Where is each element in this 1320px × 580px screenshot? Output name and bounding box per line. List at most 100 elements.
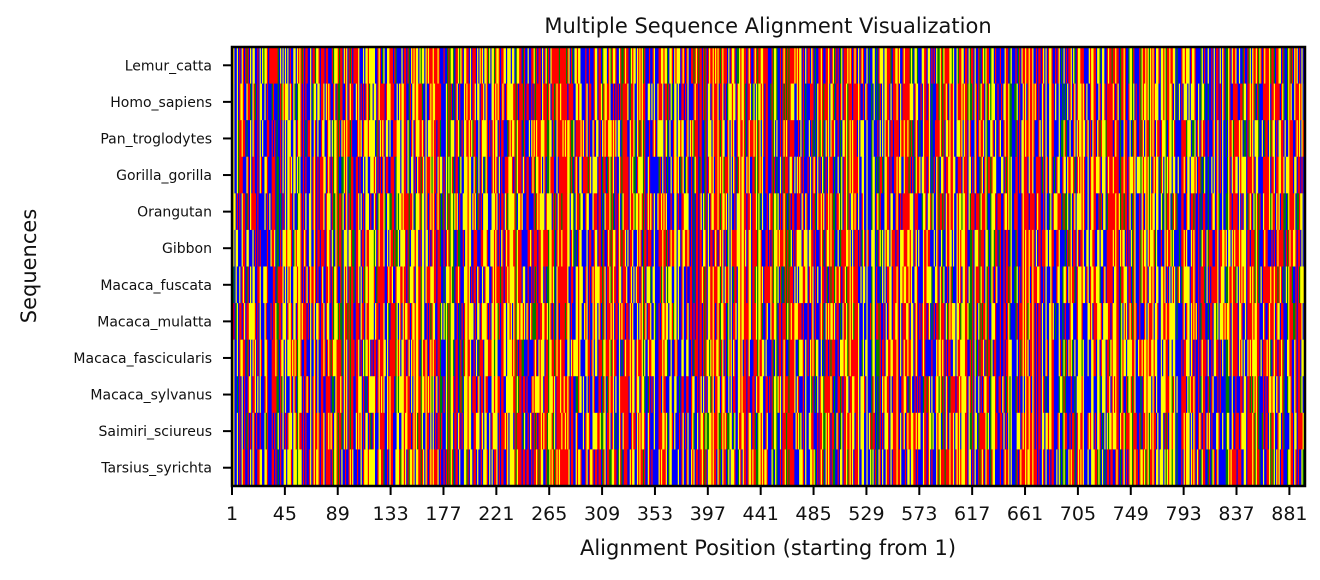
alignment-cell (594, 229, 598, 267)
alignment-cell (362, 83, 365, 121)
alignment-cell (938, 156, 941, 194)
alignment-cell (527, 47, 530, 84)
alignment-cell (718, 303, 721, 341)
alignment-cell (455, 47, 459, 84)
alignment-cell (922, 193, 926, 231)
alignment-cell (259, 47, 262, 84)
alignment-cell (1022, 193, 1025, 231)
alignment-cell (886, 156, 890, 194)
alignment-cell (1068, 229, 1070, 267)
alignment-cell (1193, 266, 1195, 304)
alignment-cell (1133, 193, 1135, 231)
alignment-cell (511, 120, 515, 158)
alignment-cell (927, 303, 930, 341)
alignment-cell (884, 47, 888, 84)
alignment-cell (487, 156, 492, 194)
alignment-cell (588, 303, 591, 341)
alignment-cell (900, 229, 905, 267)
alignment-cell (537, 229, 539, 267)
alignment-cell (1134, 229, 1136, 267)
alignment-cell (520, 193, 522, 231)
alignment-cell (1268, 83, 1271, 121)
alignment-cell (731, 47, 735, 84)
alignment-cell (462, 229, 465, 267)
alignment-cell (1240, 156, 1242, 194)
alignment-cell (367, 47, 370, 84)
alignment-cell (1199, 266, 1201, 304)
alignment-cell (531, 229, 533, 267)
alignment-cell (519, 47, 522, 84)
alignment-cell (445, 266, 450, 304)
alignment-cell (1176, 83, 1178, 121)
alignment-cell (1195, 193, 1199, 231)
alignment-cell (554, 83, 556, 121)
alignment-cell (1100, 193, 1103, 231)
alignment-cell (668, 229, 670, 267)
alignment-cell (1112, 83, 1115, 121)
alignment-cell (1154, 266, 1157, 304)
alignment-cell (1010, 266, 1013, 304)
alignment-cell (393, 229, 395, 267)
alignment-cell (287, 47, 289, 84)
alignment-cell (1278, 47, 1282, 84)
alignment-cell (1238, 120, 1241, 158)
alignment-cell (639, 47, 641, 84)
alignment-cell (1053, 303, 1056, 341)
alignment-cell (329, 229, 331, 267)
alignment-cell (436, 120, 438, 158)
alignment-cell (901, 120, 905, 158)
alignment-cell (736, 229, 741, 267)
alignment-cell (849, 303, 852, 341)
alignment-cell (1213, 83, 1216, 121)
alignment-cell (723, 83, 725, 121)
alignment-cell (614, 156, 616, 194)
alignment-cell (1213, 156, 1216, 194)
alignment-cell (1241, 156, 1247, 194)
alignment-cell (1070, 83, 1073, 121)
alignment-cell (831, 47, 834, 84)
alignment-cell (552, 266, 555, 304)
alignment-cell (396, 303, 399, 341)
alignment-cell (600, 156, 603, 194)
alignment-cell (926, 156, 929, 194)
alignment-cell (635, 193, 639, 231)
alignment-cell (602, 47, 604, 84)
alignment-cell (754, 266, 757, 304)
alignment-cell (1135, 83, 1138, 121)
alignment-cell (976, 83, 979, 121)
alignment-cell (288, 266, 291, 304)
alignment-cell (942, 83, 944, 121)
alignment-cell (933, 47, 936, 84)
alignment-cell (543, 229, 549, 267)
alignment-cell (478, 47, 480, 84)
alignment-cell (773, 47, 777, 84)
alignment-cell (306, 193, 310, 231)
alignment-cell (918, 120, 920, 158)
alignment-cell (1282, 266, 1284, 304)
alignment-cell (715, 156, 718, 194)
alignment-cell (592, 120, 595, 158)
alignment-cell (1062, 193, 1064, 231)
alignment-cell (468, 229, 472, 267)
alignment-cell (1277, 120, 1279, 158)
alignment-cell (429, 303, 431, 341)
alignment-cell (521, 193, 524, 231)
alignment-cell (1302, 120, 1305, 158)
alignment-cell (936, 193, 938, 231)
alignment-cell (767, 47, 772, 84)
alignment-cell (815, 156, 818, 194)
alignment-cell (695, 156, 699, 194)
alignment-cell (516, 303, 520, 341)
alignment-cell (276, 266, 279, 304)
alignment-cell (1141, 266, 1144, 304)
alignment-cell (641, 47, 644, 84)
alignment-cell (1181, 156, 1184, 194)
alignment-cell (964, 83, 968, 121)
alignment-cell (431, 229, 434, 267)
alignment-cell (777, 266, 780, 304)
alignment-cell (586, 266, 589, 304)
alignment-cell (815, 47, 819, 84)
alignment-cell (1134, 83, 1136, 121)
alignment-cell (1178, 83, 1181, 121)
alignment-cell (1196, 156, 1199, 194)
